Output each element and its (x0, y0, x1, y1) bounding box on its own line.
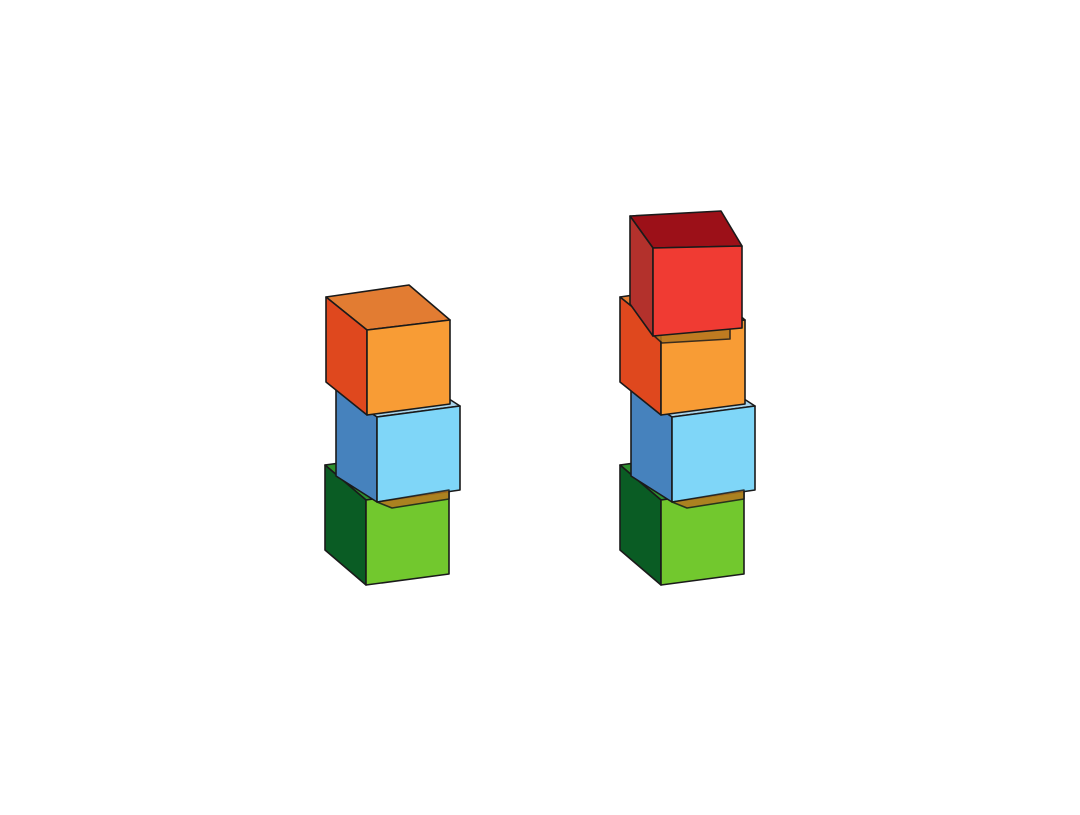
right-blue-cube-shadow (671, 489, 745, 509)
right-red-cube (629, 210, 743, 337)
right-stack (619, 210, 756, 586)
left-blue-cube-front (376, 405, 461, 503)
left-orange-cube (325, 284, 451, 416)
right-blue-cube-front (671, 405, 756, 503)
right-red-cube-front (652, 245, 743, 337)
left-blue-cube-shadow (376, 489, 450, 509)
left-orange-cube-front (366, 319, 451, 416)
left-stack (324, 284, 461, 586)
